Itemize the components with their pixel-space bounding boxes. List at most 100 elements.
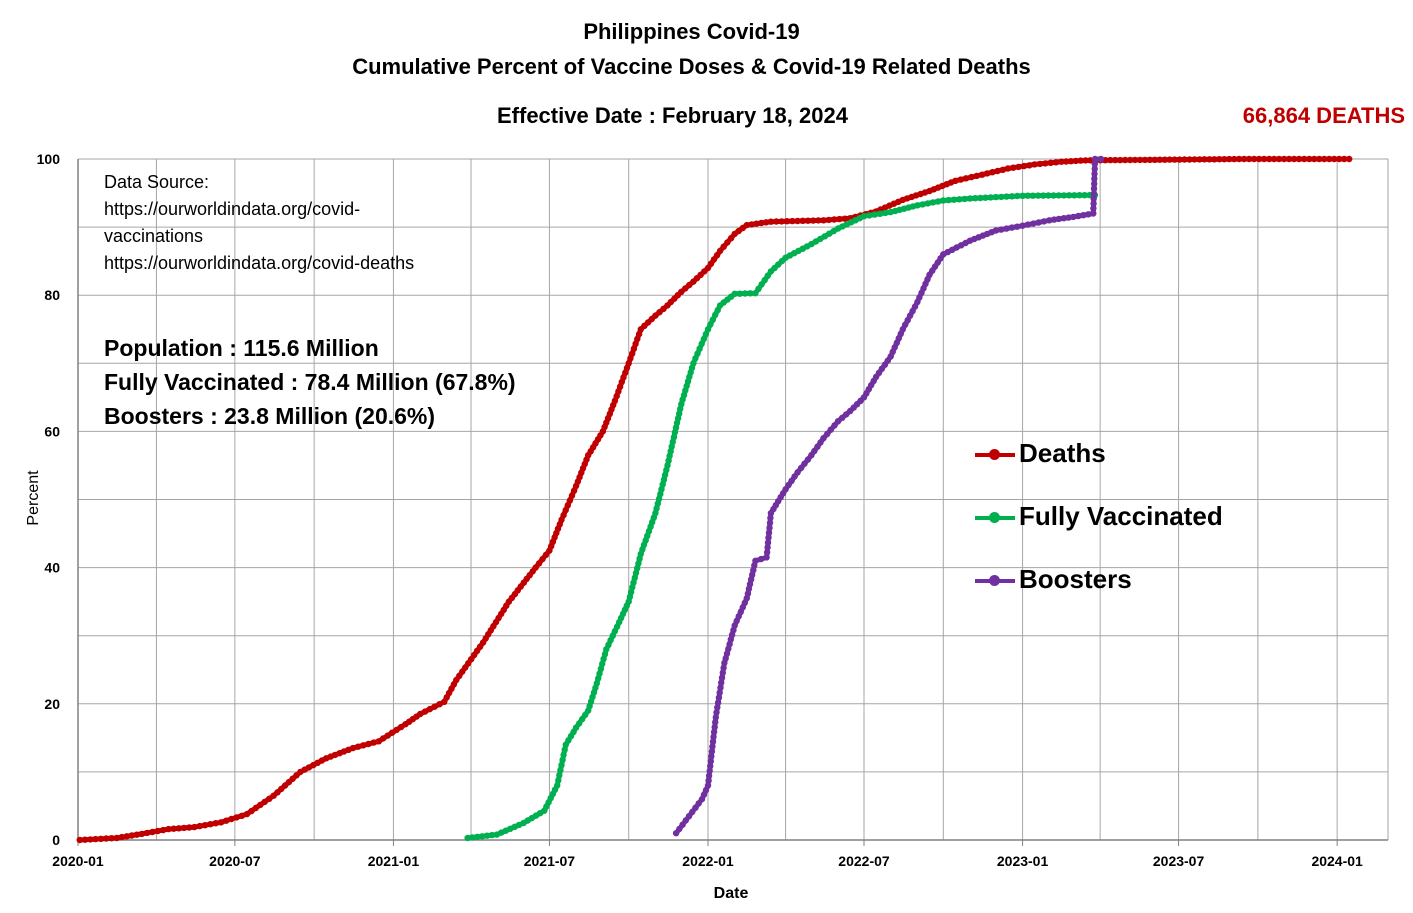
data-point-fully-vaccinated	[654, 500, 661, 507]
data-point-boosters	[765, 529, 773, 536]
x-tick-label: 2022-01	[682, 853, 734, 869]
data-point-deaths	[836, 215, 843, 223]
data-point-boosters	[1085, 211, 1092, 218]
data-point-deaths	[1250, 155, 1258, 163]
chart-title: Philippines Covid-19	[583, 19, 800, 44]
data-point-deaths	[762, 219, 770, 226]
data-point-boosters	[714, 699, 722, 706]
y-axis-label: Percent	[25, 470, 42, 526]
data-source-label: Data Source:	[104, 172, 210, 192]
data-point-fully-vaccinated	[560, 751, 567, 759]
data-point-deaths	[1117, 156, 1124, 164]
data-point-deaths	[1240, 155, 1248, 163]
data-point-fully-vaccinated	[714, 307, 721, 314]
data-point-deaths	[560, 511, 567, 519]
data-point-deaths	[984, 170, 991, 177]
data-point-deaths	[727, 235, 735, 242]
data-point-fully-vaccinated	[601, 651, 609, 658]
data-point-deaths	[841, 215, 849, 222]
data-point-boosters	[765, 534, 772, 541]
data-point-fully-vaccinated	[635, 560, 642, 567]
data-point-fully-vaccinated	[972, 195, 979, 202]
data-point-boosters	[794, 469, 801, 476]
data-point-deaths	[1221, 156, 1228, 163]
data-point-deaths	[570, 487, 578, 494]
data-point-deaths	[1020, 162, 1028, 170]
legend-label-fully-vaccinated: Fully Vaccinated	[1019, 501, 1223, 531]
data-point-boosters	[704, 782, 712, 789]
data-point-deaths	[118, 833, 126, 841]
data-point-deaths	[1201, 156, 1208, 163]
legend-marker-deaths	[989, 449, 1000, 460]
data-point-deaths	[436, 701, 443, 708]
data-point-deaths	[1067, 158, 1075, 165]
data-point-boosters	[820, 435, 827, 442]
data-point-deaths	[1341, 155, 1348, 163]
data-point-deaths	[1306, 155, 1313, 163]
data-point-deaths	[123, 833, 130, 840]
series-layer	[76, 155, 1353, 844]
data-point-boosters	[827, 426, 834, 433]
data-point-boosters	[764, 544, 771, 551]
data-point-boosters	[763, 549, 771, 556]
y-tick-label: 80	[44, 287, 60, 303]
data-point-fully-vaccinated	[634, 565, 641, 572]
data-point-fully-vaccinated	[479, 833, 486, 840]
data-point-deaths	[978, 171, 986, 178]
data-point-deaths	[1321, 155, 1328, 163]
data-point-deaths	[92, 835, 99, 843]
data-point-deaths	[191, 823, 198, 831]
data-point-deaths	[630, 345, 638, 352]
x-tick-label: 2024-01	[1311, 853, 1363, 869]
data-point-deaths	[568, 492, 576, 499]
data-point-fully-vaccinated	[557, 767, 564, 774]
data-point-fully-vaccinated	[1003, 193, 1010, 200]
data-point-boosters	[713, 709, 720, 716]
data-point-boosters	[1090, 185, 1098, 192]
data-point-boosters	[709, 738, 717, 745]
data-point-deaths	[1131, 156, 1139, 164]
data-point-boosters	[720, 664, 727, 672]
data-point-deaths	[999, 166, 1006, 173]
data-point-deaths	[360, 742, 367, 749]
data-point-deaths	[1136, 156, 1144, 164]
data-point-boosters	[710, 733, 717, 741]
data-point-fully-vaccinated	[1050, 192, 1057, 199]
data-point-deaths	[1226, 155, 1233, 163]
data-point-fully-vaccinated	[692, 355, 699, 362]
data-point-deaths	[767, 218, 775, 225]
data-point-boosters	[1090, 200, 1097, 207]
data-point-deaths	[625, 360, 632, 367]
data-point-boosters	[1040, 218, 1048, 225]
data-point-boosters	[831, 422, 838, 429]
data-point-boosters	[1091, 160, 1099, 168]
data-point-fully-vaccinated	[1024, 192, 1032, 199]
data-point-deaths	[1004, 165, 1012, 172]
data-point-deaths	[1265, 155, 1273, 163]
data-point-fully-vaccinated	[474, 833, 481, 840]
data-point-fully-vaccinated	[882, 209, 889, 217]
data-point-deaths	[143, 829, 151, 837]
data-point-boosters	[1091, 165, 1098, 173]
data-point-deaths	[1031, 161, 1038, 168]
fully-vaccinated-stat: Fully Vaccinated : 78.4 Million (67.8%)	[104, 369, 516, 395]
data-point-deaths	[1015, 163, 1022, 171]
data-point-boosters	[1091, 175, 1098, 182]
data-point-boosters	[1097, 155, 1105, 163]
data-point-fully-vaccinated	[876, 210, 884, 217]
data-point-deaths	[539, 555, 546, 563]
data-point-boosters	[797, 464, 805, 472]
x-tick-label: 2020-01	[52, 853, 104, 869]
legend-marker-boosters	[989, 575, 1000, 586]
data-point-fully-vaccinated	[630, 579, 637, 586]
data-point-fully-vaccinated	[696, 345, 703, 352]
data-point-deaths	[804, 217, 812, 224]
y-tick-label: 60	[44, 423, 60, 439]
data-point-boosters	[1024, 221, 1032, 228]
data-point-boosters	[1014, 223, 1021, 230]
data-point-deaths	[1112, 156, 1119, 164]
data-point-deaths	[532, 564, 539, 571]
data-point-boosters	[764, 539, 772, 546]
data-point-fully-vaccinated	[597, 665, 605, 672]
data-point-fully-vaccinated	[992, 193, 1000, 201]
